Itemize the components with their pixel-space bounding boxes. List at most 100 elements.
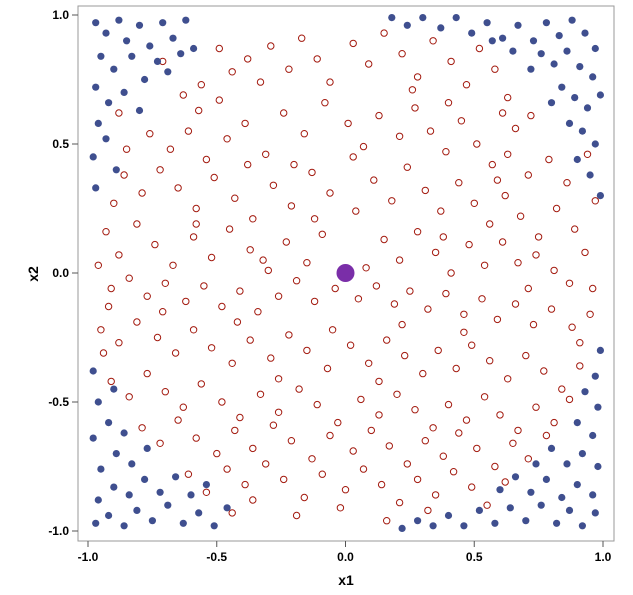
inside-point (421, 437, 429, 445)
inside-point (171, 349, 180, 357)
inside-point (457, 117, 466, 125)
inside-point (498, 109, 507, 117)
outside-point (563, 47, 571, 55)
inside-point (439, 233, 447, 241)
inside-point (292, 511, 301, 520)
inside-point (153, 333, 162, 342)
inside-point (550, 418, 558, 427)
outside-point (565, 506, 574, 514)
inside-point (313, 55, 321, 63)
outside-point (92, 83, 100, 91)
outside-point (563, 460, 571, 468)
inside-point (313, 400, 321, 409)
inside-point (419, 369, 427, 378)
y-tick-label: 1.0 (52, 8, 69, 22)
inside-point (524, 171, 532, 179)
inside-point (431, 248, 440, 257)
inside-point (372, 282, 381, 290)
inside-point (545, 155, 553, 164)
outside-point (429, 522, 437, 530)
inside-point (125, 393, 133, 401)
inside-point (336, 504, 345, 512)
inside-point (241, 480, 249, 489)
inside-point (228, 509, 236, 517)
inside-point (249, 496, 257, 504)
outside-point (514, 21, 522, 29)
inside-point (354, 295, 363, 303)
inside-point (303, 259, 311, 267)
inside-point (349, 447, 357, 455)
inside-point (274, 375, 283, 383)
inside-point (244, 55, 252, 63)
outside-point (97, 52, 105, 60)
inside-point (565, 395, 574, 404)
inside-point (236, 413, 244, 422)
outside-point (511, 473, 520, 481)
inside-point (192, 434, 200, 442)
outside-point (509, 47, 517, 55)
outside-point (589, 491, 597, 499)
outside-point (141, 475, 149, 483)
inside-point (403, 460, 411, 468)
outside-point (581, 388, 589, 396)
inside-point (233, 318, 242, 326)
inside-point (352, 207, 360, 215)
outside-point (92, 184, 100, 192)
outside-point (179, 519, 187, 527)
outside-point (172, 473, 180, 481)
inside-point (115, 339, 123, 347)
inside-point (290, 160, 298, 169)
inside-point (298, 34, 306, 42)
outside-point (571, 94, 579, 102)
outside-point (210, 522, 218, 530)
inside-point (478, 295, 486, 303)
inside-point (334, 418, 342, 427)
outside-point (94, 398, 102, 406)
inside-point (156, 166, 164, 174)
inside-point (349, 153, 357, 161)
inside-point (357, 395, 365, 404)
x-tick-label: -0.5 (206, 550, 227, 564)
outside-point (532, 460, 540, 468)
inside-point (122, 145, 131, 153)
outside-point (594, 462, 602, 471)
inside-point (504, 150, 512, 159)
inside-point (449, 468, 458, 476)
inside-point (483, 501, 491, 509)
inside-point (210, 173, 218, 182)
inside-point (504, 375, 512, 383)
inside-point (411, 104, 419, 112)
outside-point (89, 153, 97, 161)
inside-point (486, 220, 494, 228)
inside-point (326, 78, 334, 86)
inside-point (231, 194, 239, 202)
inside-point (385, 442, 393, 450)
outside-point (555, 31, 563, 40)
inside-point (282, 238, 290, 246)
inside-point (398, 50, 406, 58)
inside-point (516, 212, 525, 220)
inside-point (287, 202, 296, 210)
outside-point (110, 385, 118, 393)
inside-point (215, 44, 224, 53)
inside-point (468, 341, 476, 349)
inside-point (473, 140, 481, 148)
outside-point (506, 504, 514, 512)
inside-point (390, 300, 399, 308)
inside-point (143, 292, 151, 300)
inside-point (197, 81, 206, 89)
outside-point (169, 34, 177, 42)
inside-point (470, 199, 478, 208)
inside-point (424, 305, 432, 313)
inside-point (318, 230, 326, 239)
outside-point (164, 501, 172, 509)
inside-point (413, 228, 422, 236)
inside-point (532, 251, 540, 259)
outside-point (491, 519, 499, 527)
outside-point (153, 57, 162, 65)
outside-point (578, 522, 587, 530)
outside-point (128, 52, 136, 60)
inside-point (377, 480, 386, 489)
inside-point (274, 408, 283, 416)
